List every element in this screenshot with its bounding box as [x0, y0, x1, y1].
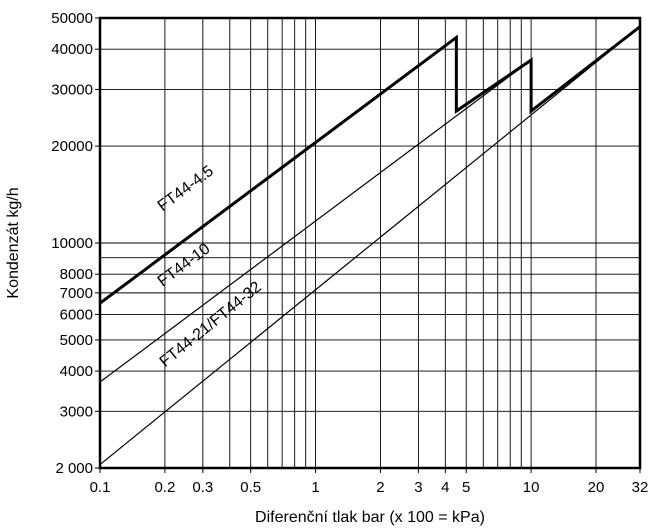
y-tick-label: 4000: [60, 363, 93, 380]
x-tick-label: 32: [632, 479, 648, 496]
series-line: [99, 26, 641, 466]
series-lines: [99, 26, 641, 466]
y-axis-label: Kondenzát kg/h: [5, 187, 22, 298]
x-tick-label: 10: [523, 479, 540, 496]
y-tick-label: 30000: [51, 81, 93, 98]
grid-lines: [100, 18, 640, 468]
x-tick-label: 3: [414, 479, 422, 496]
y-tick-label: 8000: [60, 266, 93, 283]
y-tick-label: 3000: [60, 403, 93, 420]
x-tick-label: 1: [311, 479, 319, 496]
y-tick-label: 2 000: [55, 460, 93, 477]
x-tick-label: 0.5: [240, 479, 261, 496]
y-tick-label: 10000: [51, 235, 93, 252]
capacity-envelope: [99, 25, 641, 305]
x-tick-label: 0.3: [192, 479, 213, 496]
y-tick-label: 6000: [60, 306, 93, 323]
y-tick-label: 7000: [60, 285, 93, 302]
series-label: FT44-21/FT44-32: [157, 279, 265, 371]
series-label: FT44-10: [155, 240, 214, 290]
x-tick-labels: 0.1 0.2 0.3 0.5 1 2 3 4 5 10 20 32: [90, 468, 648, 496]
x-tick-label: 0.2: [154, 479, 175, 496]
envelope-line: [99, 25, 641, 305]
x-tick-label: 0.1: [90, 479, 111, 496]
y-tick-label: 5000: [60, 332, 93, 349]
y-tick-labels: 2 00030004000500060007000800010000200003…: [51, 10, 100, 477]
x-tick-label: 4: [441, 479, 449, 496]
series-line: [99, 59, 532, 383]
y-tick-label: 50000: [51, 10, 93, 27]
x-tick-label: 5: [462, 479, 470, 496]
x-tick-label: 20: [588, 479, 605, 496]
y-tick-label: 40000: [51, 41, 93, 58]
x-axis-label: Diferenční tlak bar (x 100 = kPa): [255, 509, 485, 526]
x-tick-label: 2: [376, 479, 384, 496]
series-label: FT44-4.5: [155, 163, 217, 215]
y-tick-label: 20000: [51, 138, 93, 155]
